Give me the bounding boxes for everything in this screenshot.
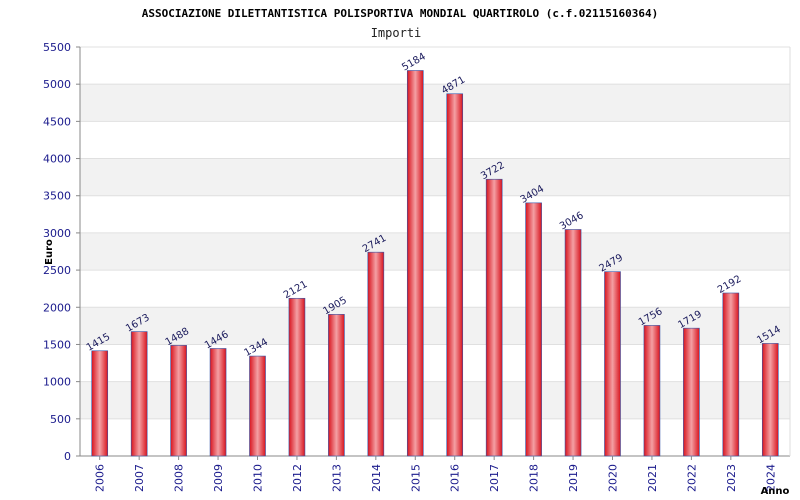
bar	[446, 93, 464, 457]
y-tick-label: 5500	[43, 41, 71, 54]
bar	[722, 292, 740, 457]
x-tick-label: 2017	[488, 464, 501, 492]
x-tick-label: 2021	[646, 464, 659, 492]
chart-subtitle: Importi	[371, 26, 422, 40]
y-tick-label: 5000	[43, 78, 71, 91]
y-tick-label: 1000	[43, 376, 71, 389]
grid-band	[80, 381, 790, 419]
data-label: 2192	[716, 274, 744, 296]
x-tick-label: 2022	[685, 464, 698, 492]
y-tick-label: 2000	[43, 301, 71, 314]
bar	[367, 251, 385, 457]
x-axis-label: Anno	[761, 486, 790, 497]
bar	[525, 202, 542, 457]
x-tick-label: 2015	[409, 464, 422, 492]
grid-band	[80, 232, 790, 271]
bar	[249, 355, 266, 457]
x-tick-label: 2006	[94, 464, 107, 492]
x-tick-label: 2018	[528, 464, 541, 492]
bar	[328, 314, 345, 457]
x-tick-label: 2024	[764, 464, 777, 492]
y-tick-label: 1500	[43, 338, 71, 351]
data-label: 3046	[558, 210, 586, 232]
y-tick-label: 500	[50, 413, 71, 426]
y-tick-label: 3500	[43, 190, 71, 203]
bar	[604, 271, 621, 457]
x-tick-label: 2012	[291, 464, 304, 492]
grid-bands	[80, 84, 790, 419]
x-tick-label: 2010	[252, 464, 265, 492]
grid-lines	[80, 46, 790, 457]
x-tick-label: 2007	[133, 464, 146, 492]
x-tick-label: 2008	[173, 464, 186, 492]
bar	[91, 350, 109, 457]
bar	[130, 331, 148, 457]
y-tick-label: 3000	[43, 227, 71, 240]
bar	[683, 327, 700, 457]
bar	[761, 343, 779, 457]
x-tick-label: 2019	[567, 464, 580, 492]
bar	[288, 297, 306, 457]
x-tick-label: 2009	[212, 464, 225, 492]
grid-band	[80, 84, 790, 122]
bar	[485, 178, 503, 457]
x-tick-label: 2020	[607, 464, 620, 492]
bar	[170, 345, 187, 457]
x-tick-label: 2014	[370, 464, 383, 492]
y-tick-label: 4000	[43, 153, 71, 166]
y-axis-label: Euro	[44, 239, 55, 265]
data-label: 2121	[282, 279, 310, 301]
bar	[564, 229, 582, 457]
grid-band	[80, 158, 790, 196]
y-tick-label: 4500	[43, 115, 71, 128]
chart-title: ASSOCIAZIONE DILETTANTISTICA POLISPORTIV…	[142, 7, 659, 20]
y-tick-label: 2500	[43, 264, 71, 277]
bar	[406, 70, 424, 457]
bar	[209, 348, 227, 457]
x-tick-label: 2013	[330, 464, 343, 492]
grid-band	[80, 307, 790, 345]
bar	[643, 325, 661, 457]
data-label: 5184	[400, 51, 428, 73]
x-tick-label: 2023	[725, 464, 738, 492]
x-tick-label: 2016	[449, 464, 462, 492]
y-tick-label: 0	[64, 450, 71, 463]
